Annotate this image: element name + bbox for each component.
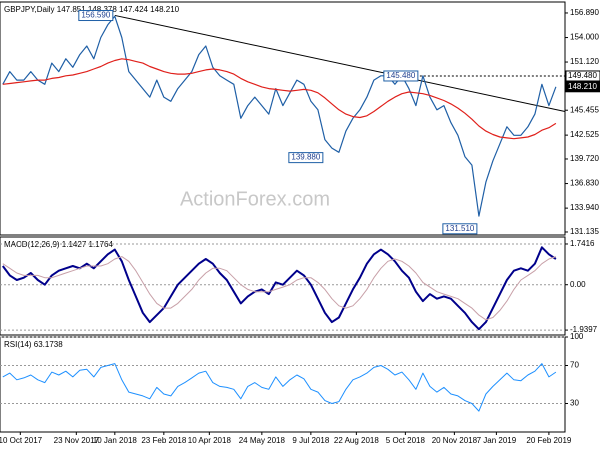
x-tick-label: 7 Jan 2019 [477,436,517,445]
y-tick-label: 133.940 [570,203,599,212]
panel-title: GBPJPY,Daily 147.851 148.378 147.424 148… [4,5,180,14]
panel-title: MACD(12,26,9) 1.1427 1.1764 [4,240,114,249]
y-tick-label: 142.525 [570,130,599,139]
y-tick-label: 1.7416 [570,239,595,248]
series-line [2,15,557,217]
annotation: 131.510 [445,224,474,233]
y-tick-label: 154.000 [570,33,599,42]
annotation-box [288,152,324,164]
annotation: 139.880 [291,153,320,162]
level-label: 149.480 [568,71,597,80]
panel-title: RSI(14) 63.1738 [4,340,63,349]
x-tick-label: 10 Apr 2018 [188,436,232,445]
panel-frame [0,336,566,433]
x-tick-label: 20 Feb 2019 [526,436,571,445]
level-label-box [565,70,600,82]
series-line [2,363,557,412]
y-tick-label: 70 [570,361,579,370]
x-tick-label: 5 Oct 2018 [386,436,426,445]
y-tick-label: 0.00 [570,280,586,289]
x-tick-label: 23 Feb 2018 [141,436,186,445]
x-tick-label: 10 Oct 2017 [0,436,43,445]
y-tick-label: 136.830 [570,179,599,188]
x-tick-label: 10 Jan 2018 [93,436,138,445]
y-tick-label: 30 [570,399,579,408]
annotation-box [78,10,114,22]
annotation-box [442,223,478,235]
y-tick-label: 156.890 [570,8,599,17]
x-tick-label: 23 Nov 2017 [54,436,100,445]
panel-frame [0,1,566,236]
panel-frame [0,236,566,336]
trendline [114,14,566,113]
series-line [1,246,557,331]
y-tick-label: 151.120 [570,57,599,66]
series-line [2,58,557,140]
y-tick-label: 139.720 [570,154,599,163]
annotation: 156.590 [81,11,110,20]
x-tick-label: 22 Aug 2018 [334,436,379,445]
y-tick-label: -1.9397 [570,325,598,334]
watermark: ActionForex.com [180,188,330,210]
y-tick-label: 100 [570,332,584,341]
y-tick-label: 145.455 [570,105,599,114]
level-label-box [565,81,600,93]
series-line [2,256,557,321]
x-tick-label: 9 Jul 2018 [292,436,329,445]
annotation-box [383,70,419,82]
level-label: 148.210 [568,82,597,91]
x-tick-label: 20 Nov 2018 [432,436,478,445]
annotation: 145.480 [386,71,415,80]
x-tick-label: 24 May 2018 [239,436,286,445]
y-tick-label: 131.135 [570,227,599,236]
